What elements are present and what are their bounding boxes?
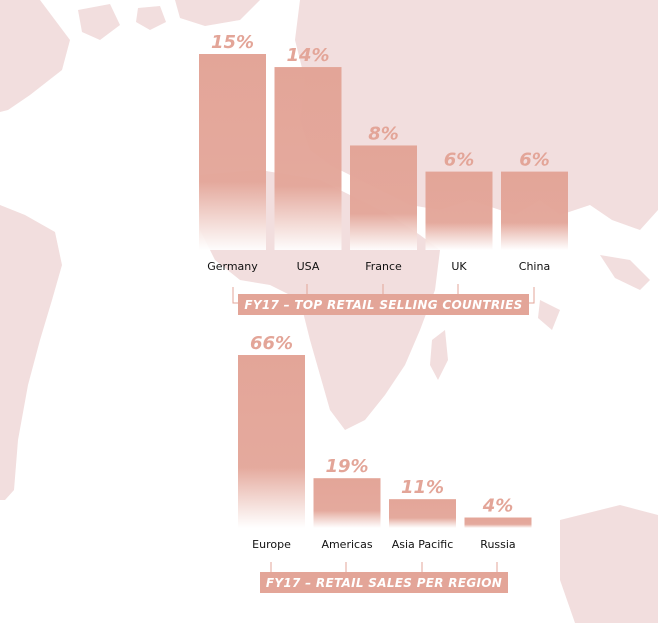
category-label: UK (451, 260, 467, 273)
bar-asia-pacific (389, 499, 456, 528)
bar-europe (238, 355, 305, 528)
category-label: Russia (480, 538, 515, 551)
value-label: 6% (444, 150, 475, 171)
value-label: 66% (250, 333, 293, 354)
category-label: Europe (252, 538, 291, 551)
chart-top-countries: 15% 14% 8% 6% 6% Germany USA France UK China FY1… (199, 32, 568, 315)
bar-russia (464, 517, 532, 528)
category-label: USA (297, 260, 320, 273)
category-label: Americas (321, 538, 372, 551)
chart-title: FY17 – TOP RETAIL SELLING COUNTRIES (244, 298, 522, 312)
category-label: China (519, 260, 550, 273)
chart-region-sales: 66% 19% 11% 4% Europe Americas Asia Pacific Ru… (238, 333, 532, 593)
chart-bracket (270, 562, 498, 572)
chart-title: FY17 – RETAIL SALES PER REGION (266, 576, 502, 590)
value-label: 15% (211, 32, 254, 53)
category-label: Asia Pacific (392, 538, 454, 551)
bar-france (350, 145, 417, 250)
bar-germany (199, 54, 266, 250)
bar-usa (274, 67, 342, 250)
bar-uk (425, 171, 493, 250)
bar-americas (313, 478, 381, 528)
value-label: 6% (519, 150, 550, 171)
category-label: Germany (207, 260, 258, 273)
chart-title-box (238, 294, 529, 315)
category-label: France (365, 260, 402, 273)
value-label: 4% (482, 496, 514, 517)
value-label: 8% (368, 123, 399, 144)
value-label: 19% (325, 456, 368, 477)
chart-title-box (260, 572, 508, 593)
value-label: 11% (401, 477, 444, 498)
chart-bracket (232, 284, 535, 304)
bar-china (501, 171, 568, 250)
value-label: 14% (286, 45, 329, 66)
